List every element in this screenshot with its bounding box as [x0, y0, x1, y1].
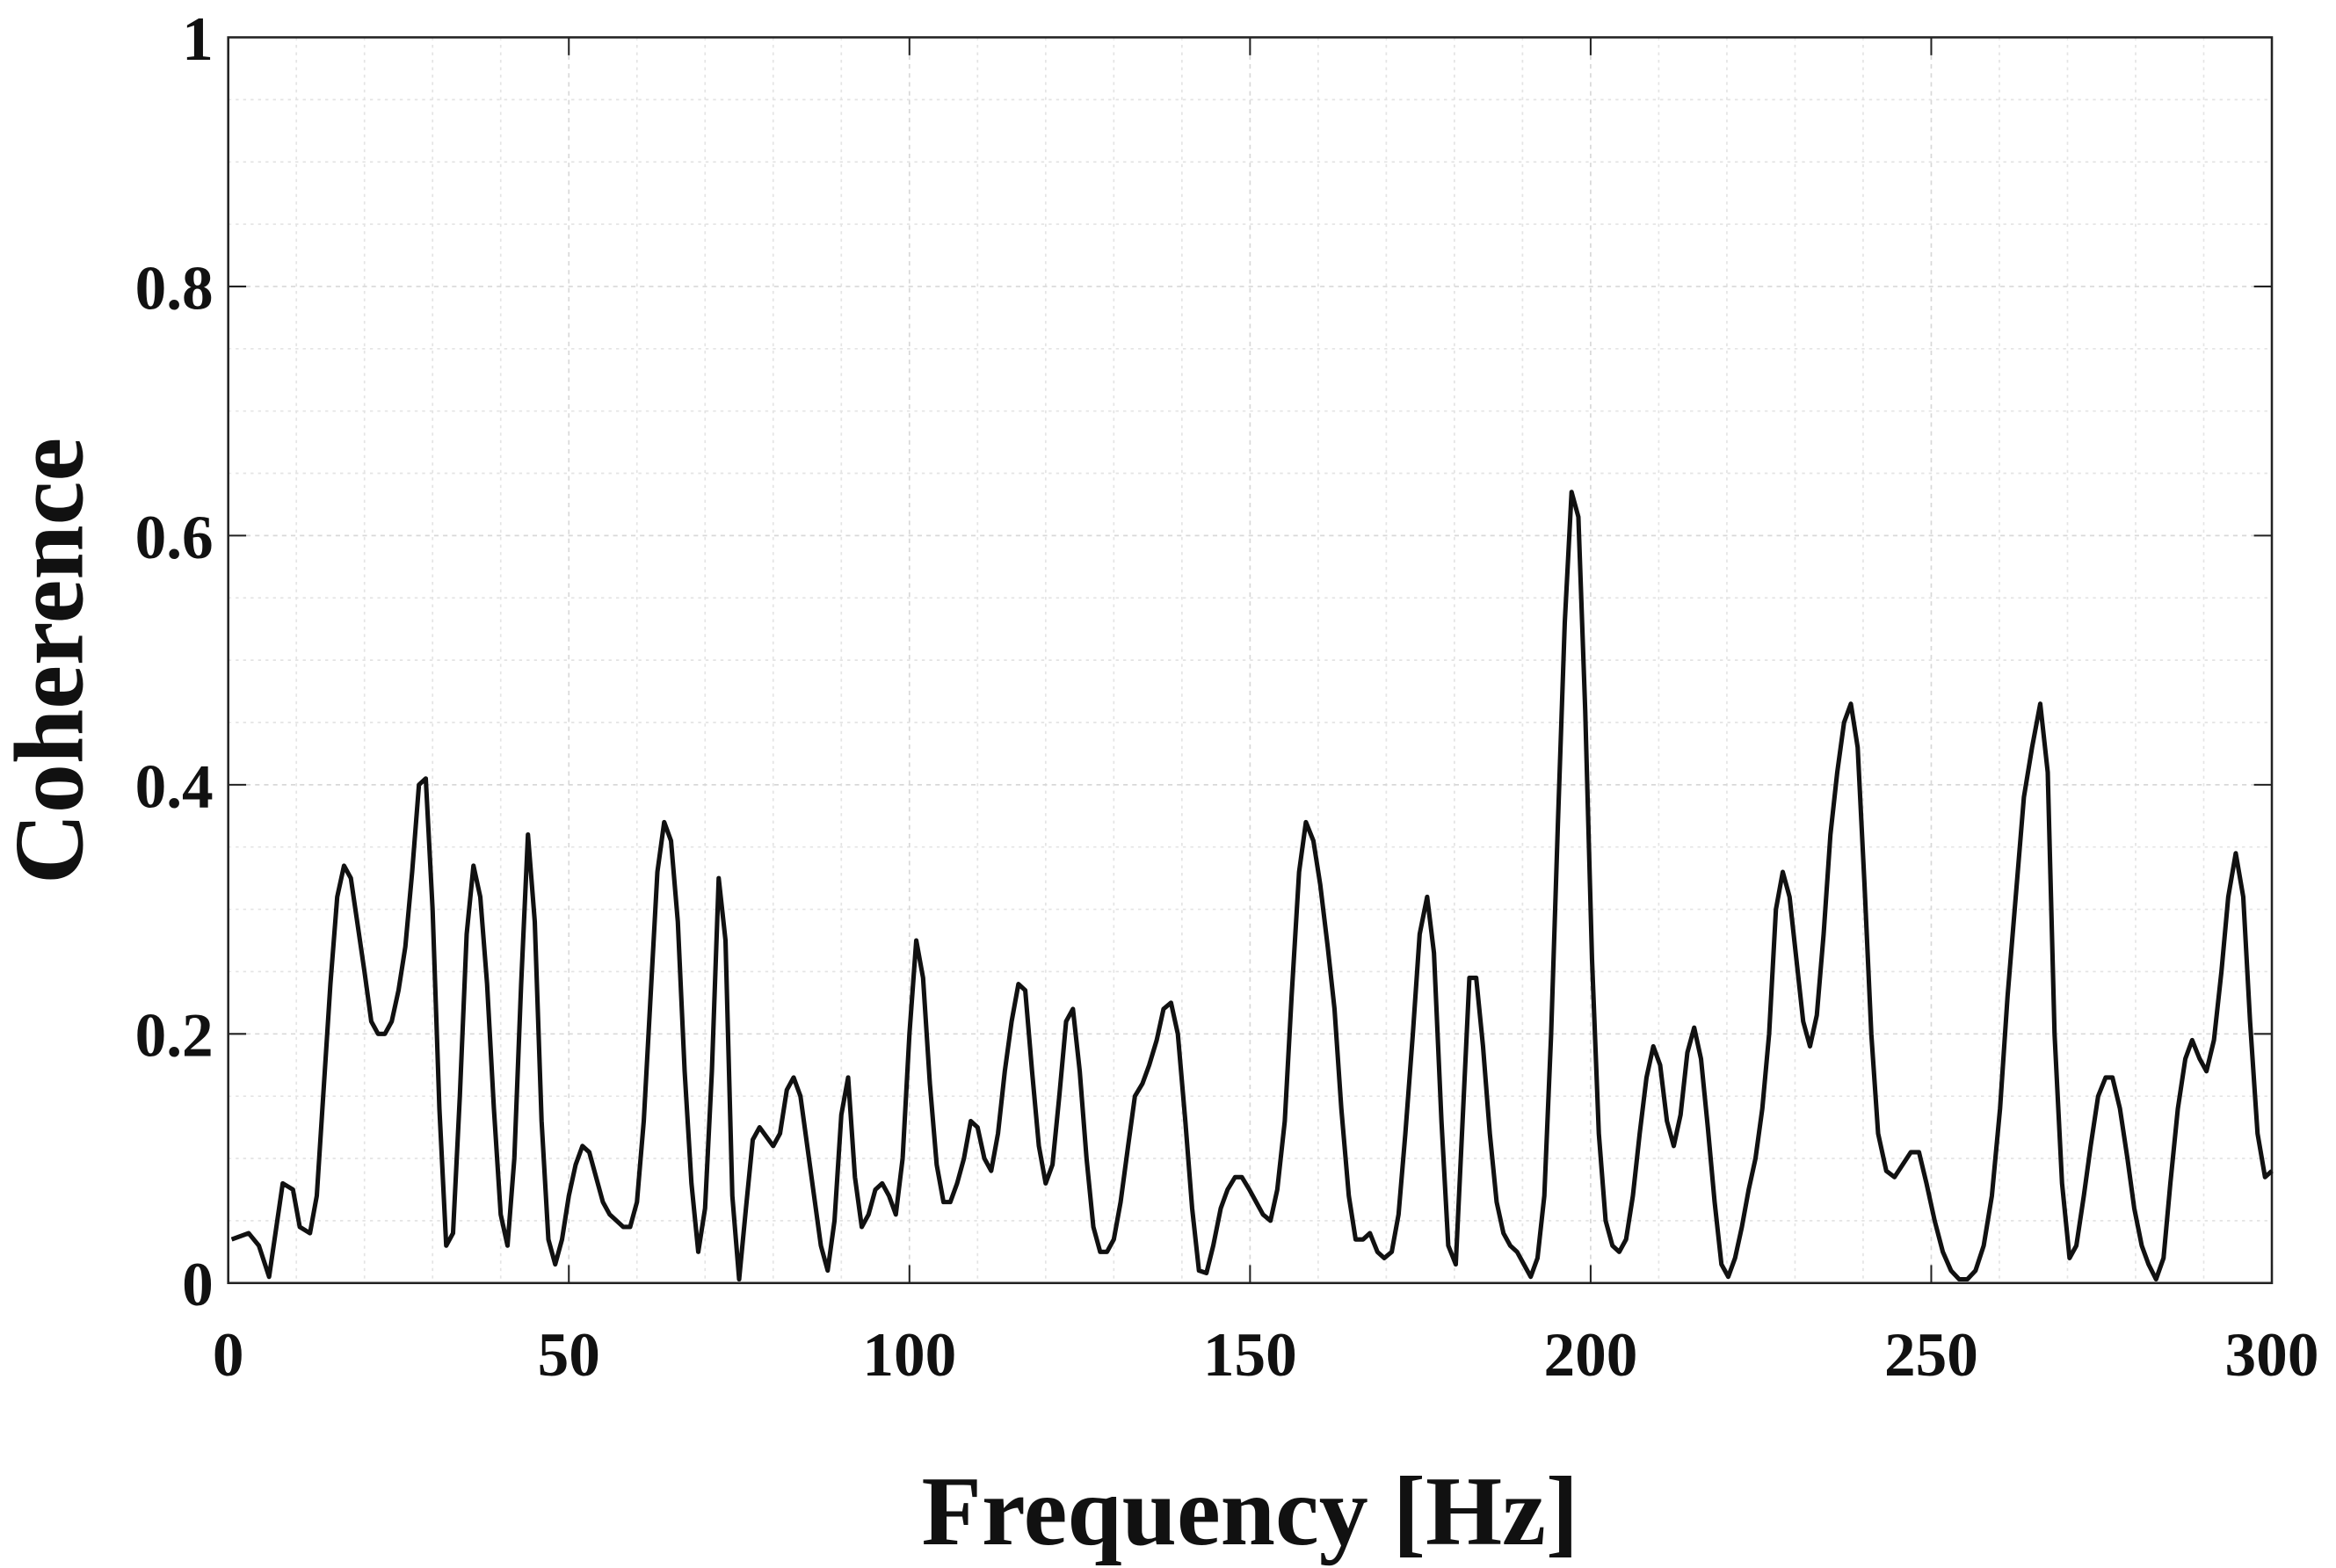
x-tick-label: 300: [2225, 1320, 2319, 1390]
x-tick-label: 250: [1884, 1320, 1978, 1390]
x-tick-label: 0: [213, 1320, 244, 1390]
plot-frame: [227, 36, 2274, 1285]
y-tick-label: 1: [182, 4, 214, 74]
x-tick-label: 50: [538, 1320, 600, 1390]
x-tick-label: 200: [1543, 1320, 1637, 1390]
y-tick-label: 0.2: [135, 1001, 214, 1071]
y-tick-label: 0.6: [135, 503, 214, 572]
y-tick-label: 0.4: [135, 751, 214, 821]
x-tick-label: 150: [1203, 1320, 1297, 1390]
line-series: [230, 490, 2274, 1282]
y-tick-label: 0: [182, 1250, 214, 1319]
x-tick-label: 100: [862, 1320, 956, 1390]
x-axis-title: Frequency [Hz]: [922, 1457, 1579, 1566]
y-axis-title: Coherence: [0, 438, 104, 884]
y-tick-label: 0.8: [135, 253, 214, 323]
